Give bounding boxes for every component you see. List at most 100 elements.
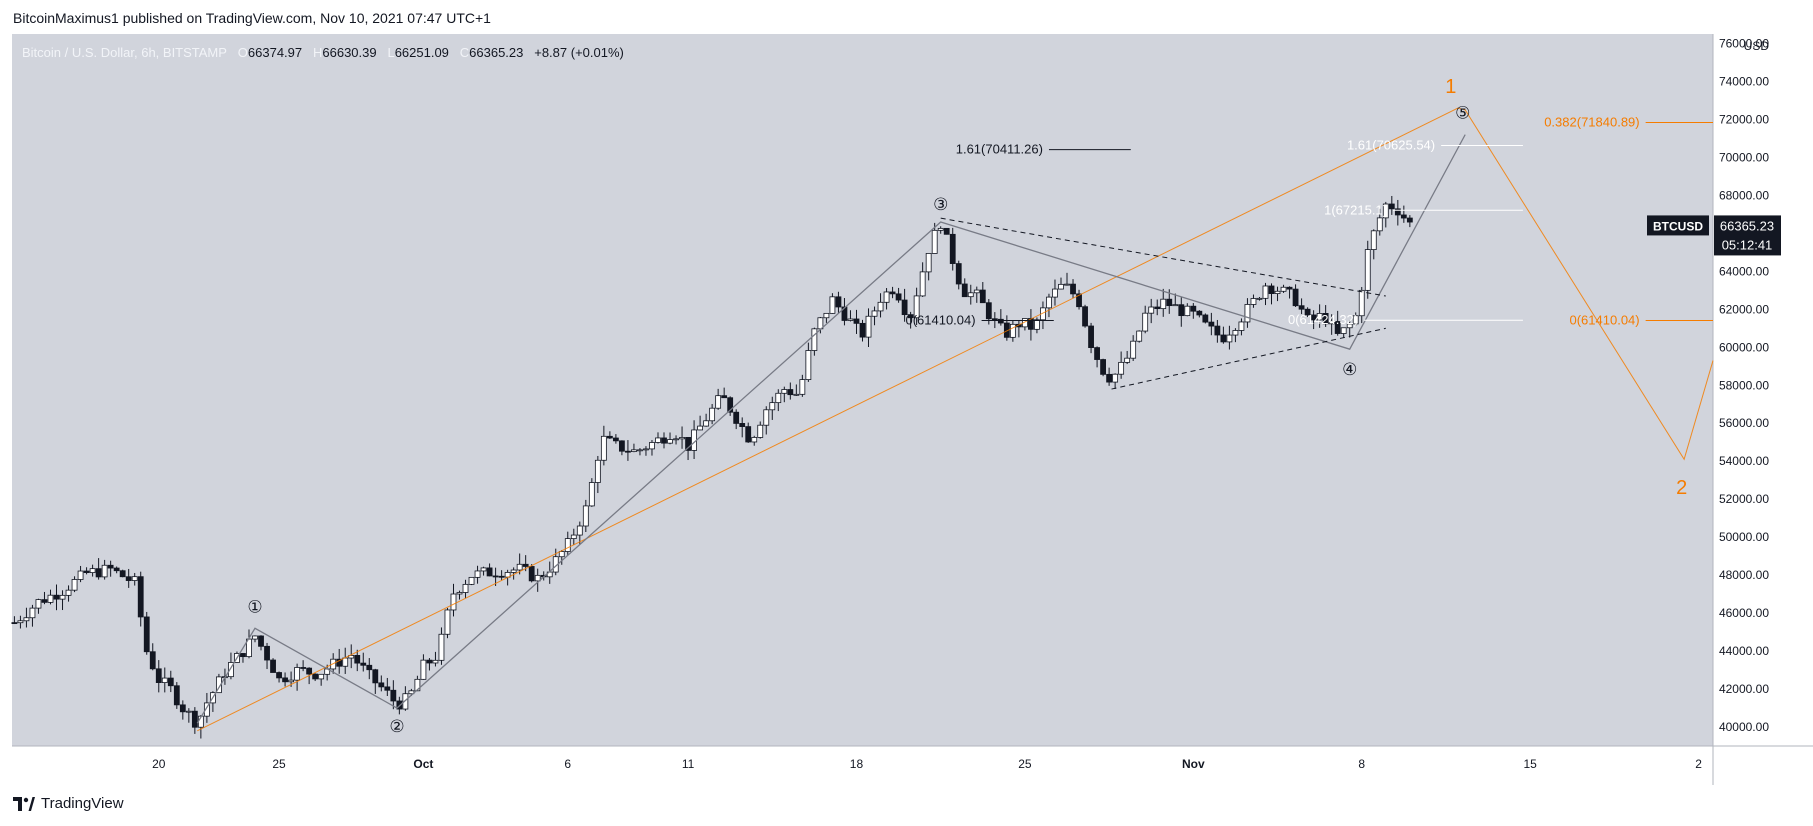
candle-down xyxy=(1322,313,1329,325)
candle-down xyxy=(985,302,992,320)
candle-up xyxy=(474,570,481,578)
candle-down xyxy=(1400,214,1407,219)
candle-up xyxy=(1340,327,1347,334)
candle-down xyxy=(1166,298,1173,307)
chart-area[interactable]: 76000.00 74000.00 72000.00 70000.00 68000.00… xyxy=(0,34,1813,785)
candle-up xyxy=(450,593,457,611)
candle-down xyxy=(360,662,367,666)
candle-down xyxy=(143,616,150,653)
candle-up xyxy=(35,599,42,609)
candle-up xyxy=(1352,315,1359,325)
candle-up xyxy=(1256,297,1263,300)
candle-down xyxy=(270,659,276,673)
candle-down xyxy=(859,322,866,338)
candle-up xyxy=(769,402,776,411)
candle-up xyxy=(865,315,872,338)
triangle-lower-line xyxy=(1111,327,1386,390)
wave-labels: ① ② ③ ④ ⑤ 1 2 xyxy=(247,76,1687,737)
symbol-badge-text: BTCUSD xyxy=(1653,219,1703,233)
y-tick-label: 54000.00 xyxy=(1719,454,1769,468)
candle-down xyxy=(258,635,264,647)
candle-up xyxy=(1316,313,1323,321)
candle-up xyxy=(131,576,138,581)
candle-down xyxy=(53,594,60,600)
wave-count-label: ④ xyxy=(1342,360,1357,380)
candle-down xyxy=(125,576,132,581)
fib-level-label: 0(61410.04) xyxy=(905,313,975,328)
candle-down xyxy=(745,426,752,443)
x-tick-label: 8 xyxy=(1358,757,1365,771)
candle-down xyxy=(1076,293,1082,308)
candle-up xyxy=(65,589,72,596)
candle-down xyxy=(895,293,902,301)
candle-up xyxy=(1184,305,1191,317)
candle-down xyxy=(853,318,860,324)
symbol-info: Bitcoin / U.S. Dollar, 6h, BITSTAMP O663… xyxy=(22,45,624,60)
big-wave-label: 1 xyxy=(1445,76,1456,98)
y-unit-label: USD xyxy=(1744,39,1770,53)
y-tick-label: 60000.00 xyxy=(1719,340,1769,354)
wave-count-label: ② xyxy=(389,717,404,737)
candle-down xyxy=(41,599,48,603)
candle-up xyxy=(637,449,643,452)
candle-up xyxy=(564,538,571,552)
candle-up xyxy=(811,328,818,351)
x-axis: 20 25 Oct 6 11 18 25 Nov 8 15 2 xyxy=(152,757,1702,771)
candle-down xyxy=(372,669,379,684)
x-tick-label: 2 xyxy=(1695,757,1702,771)
candle-down xyxy=(167,677,174,687)
candle-up xyxy=(751,437,758,443)
candle-down xyxy=(1154,306,1161,310)
candle-up xyxy=(967,292,974,298)
y-tick-label: 58000.00 xyxy=(1719,378,1769,392)
candle-down xyxy=(390,689,397,702)
x-tick-label: 25 xyxy=(272,757,286,771)
candle-down xyxy=(528,566,535,582)
candle-down xyxy=(619,440,625,452)
candle-down xyxy=(889,291,896,295)
x-tick-label: 25 xyxy=(1018,757,1032,771)
plot-background xyxy=(12,34,1713,746)
tradingview-logo[interactable]: TradingView xyxy=(13,795,124,812)
candle-down xyxy=(1190,305,1197,312)
candle-up xyxy=(655,437,661,443)
candle-down xyxy=(119,570,126,578)
fib-level-label: 1.61(70625.54) xyxy=(1347,138,1435,153)
last-price-badge-bg xyxy=(1714,215,1781,256)
candle-up xyxy=(913,295,920,319)
candle-up xyxy=(77,570,84,580)
candle-down xyxy=(739,423,746,427)
candle-up xyxy=(185,710,192,713)
low-label: L xyxy=(387,45,395,60)
candle-up xyxy=(59,594,66,600)
x-tick-label: Nov xyxy=(1182,757,1205,771)
candle-up xyxy=(402,693,409,710)
candle-down xyxy=(179,704,186,713)
x-tick-label: 6 xyxy=(564,757,571,771)
tradingview-logo-text: TradingView xyxy=(41,795,124,812)
candle-up xyxy=(925,253,932,273)
fib-level-label: 1(67215.1) xyxy=(1324,202,1387,217)
y-tick-label: 42000.00 xyxy=(1719,682,1769,696)
candle-down xyxy=(955,263,962,285)
candle-down xyxy=(1268,285,1275,294)
candle-up xyxy=(697,425,703,431)
candle-down xyxy=(1310,314,1317,321)
candle-up xyxy=(161,677,168,683)
candle-up xyxy=(1232,330,1239,336)
candle-down xyxy=(312,673,319,680)
x-tick-label: Oct xyxy=(413,757,433,771)
candle-up xyxy=(763,409,770,426)
candle-down xyxy=(1094,347,1100,360)
candle-up xyxy=(600,435,607,461)
wave-count-label: ③ xyxy=(933,195,948,215)
y-tick-label: 44000.00 xyxy=(1719,644,1769,658)
wave-lines xyxy=(196,107,1714,732)
candle-up xyxy=(89,568,96,573)
high-value: 66630.39 xyxy=(322,45,377,60)
candle-down xyxy=(1088,325,1094,348)
candle-up xyxy=(1280,286,1287,292)
candle-up xyxy=(252,635,258,640)
elliott-wave-line xyxy=(196,134,1466,724)
candle-up xyxy=(1118,361,1125,375)
